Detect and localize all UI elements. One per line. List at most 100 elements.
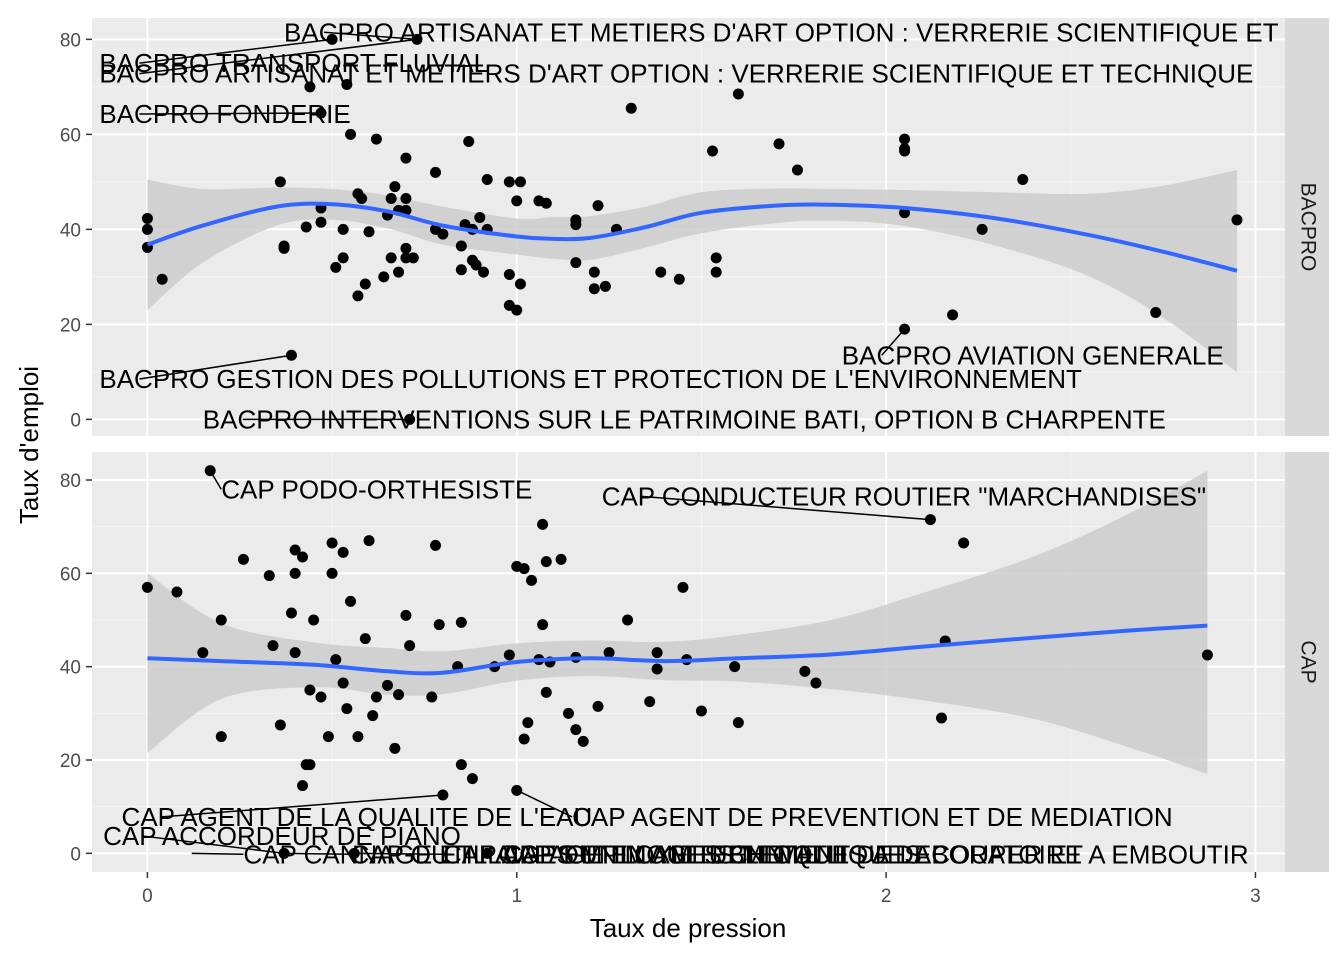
- label-leader: [139, 112, 322, 115]
- point-label: BACPRO INTERVENTIONS SUR LE PATRIMOINE B…: [203, 404, 1166, 434]
- label-leader: [881, 328, 906, 356]
- data-point: [592, 200, 604, 212]
- data-point: [588, 283, 600, 295]
- data-point: [370, 691, 382, 703]
- data-point: [426, 691, 438, 703]
- data-point: [1150, 307, 1162, 318]
- data-point: [326, 537, 338, 549]
- data-point: [341, 79, 353, 90]
- data-point: [673, 273, 685, 285]
- data-point: [263, 570, 275, 582]
- data-point: [511, 304, 523, 316]
- data-point: [518, 563, 530, 575]
- data-point: [570, 219, 582, 231]
- data-point: [710, 252, 722, 264]
- data-point: [773, 138, 785, 150]
- data-point: [429, 539, 441, 551]
- data-point: [289, 544, 301, 556]
- data-point: [655, 266, 667, 278]
- data-point: [304, 81, 316, 93]
- data-point: [315, 216, 327, 228]
- label-leader: [209, 470, 222, 490]
- data-point: [370, 133, 382, 145]
- data-point: [389, 742, 401, 754]
- data-point: [400, 242, 412, 254]
- data-point: [215, 731, 227, 743]
- data-point: [297, 551, 309, 563]
- data-point: [562, 707, 574, 719]
- data-point: [381, 679, 393, 691]
- data-point: [378, 271, 390, 283]
- data-point: [289, 647, 301, 659]
- data-point: [404, 640, 416, 652]
- data-point: [141, 212, 153, 224]
- data-point: [304, 759, 316, 771]
- data-point: [540, 197, 552, 209]
- point-label: CAP CONDUCTEUR ROUTIER "MARCHANDISES": [602, 481, 1206, 511]
- data-point: [455, 616, 467, 628]
- data-point: [171, 586, 183, 598]
- x-tick-label: 1: [511, 886, 522, 907]
- data-point: [555, 553, 567, 565]
- data-point: [710, 266, 722, 278]
- data-point: [359, 633, 371, 645]
- data-point: [455, 240, 467, 252]
- y-tick-label: 40: [60, 220, 81, 241]
- point-label: BACPRO ARTISANAT ET METIERS D'ART OPTION…: [99, 59, 1253, 89]
- data-point: [389, 181, 401, 193]
- data-point: [393, 689, 405, 701]
- data-point: [322, 731, 334, 743]
- data-point: [274, 719, 286, 731]
- data-point: [359, 278, 371, 290]
- data-point: [936, 712, 948, 724]
- data-point: [537, 619, 549, 631]
- x-tick-label: 3: [1250, 886, 1261, 907]
- data-point: [267, 640, 279, 652]
- data-point: [278, 242, 290, 254]
- data-point: [289, 567, 301, 579]
- data-point: [215, 614, 227, 626]
- data-point: [345, 128, 357, 140]
- point-label: CAP OUTILLAGES EN MOULES METALLIQUES: [351, 839, 922, 869]
- data-point: [315, 691, 327, 703]
- data-point: [651, 663, 663, 675]
- y-tick-label: 0: [70, 410, 81, 431]
- data-point: [592, 700, 604, 712]
- label-leader: [142, 835, 285, 855]
- trend-line-cap: [147, 623, 1208, 676]
- data-point: [503, 269, 515, 280]
- data-point: [522, 717, 534, 729]
- data-point: [537, 518, 549, 530]
- data-point: [400, 193, 412, 204]
- label-leader: [284, 852, 351, 856]
- point-label: CAP AGENT DE PREVENTION ET DE MEDIATION: [572, 802, 1173, 832]
- label-leader: [191, 852, 244, 856]
- y-tick-label: 40: [60, 658, 81, 679]
- facet-cap: CAP PODO-ORTHESISTE CAP CONDUCTEUR ROUTIE…: [60, 452, 1329, 872]
- data-point: [330, 261, 342, 273]
- data-point: [352, 731, 364, 743]
- label-leader: [139, 38, 418, 75]
- point-label: BACPRO TRANSPORT FLUVIAL: [99, 48, 488, 78]
- data-point: [810, 677, 822, 689]
- data-point: [237, 553, 249, 565]
- data-point: [976, 223, 988, 235]
- label-leaders-bacpro: [139, 31, 906, 421]
- data-point: [899, 133, 911, 145]
- data-point: [899, 143, 911, 155]
- data-point: [481, 174, 493, 185]
- data-point: [197, 647, 209, 659]
- data-point: [1231, 214, 1243, 226]
- y-axis-title: Taux d'emploi: [14, 366, 44, 524]
- data-point: [603, 647, 615, 659]
- data-point: [345, 595, 357, 607]
- y-tick-label: 80: [60, 30, 81, 51]
- data-point: [285, 607, 297, 619]
- data-point: [1017, 174, 1029, 185]
- data-point: [707, 145, 719, 157]
- x-axis-ticks: 0 1 2 3: [142, 872, 1261, 907]
- data-point: [481, 847, 493, 859]
- data-point: [341, 703, 353, 715]
- data-point: [437, 228, 449, 240]
- data-point: [570, 257, 582, 269]
